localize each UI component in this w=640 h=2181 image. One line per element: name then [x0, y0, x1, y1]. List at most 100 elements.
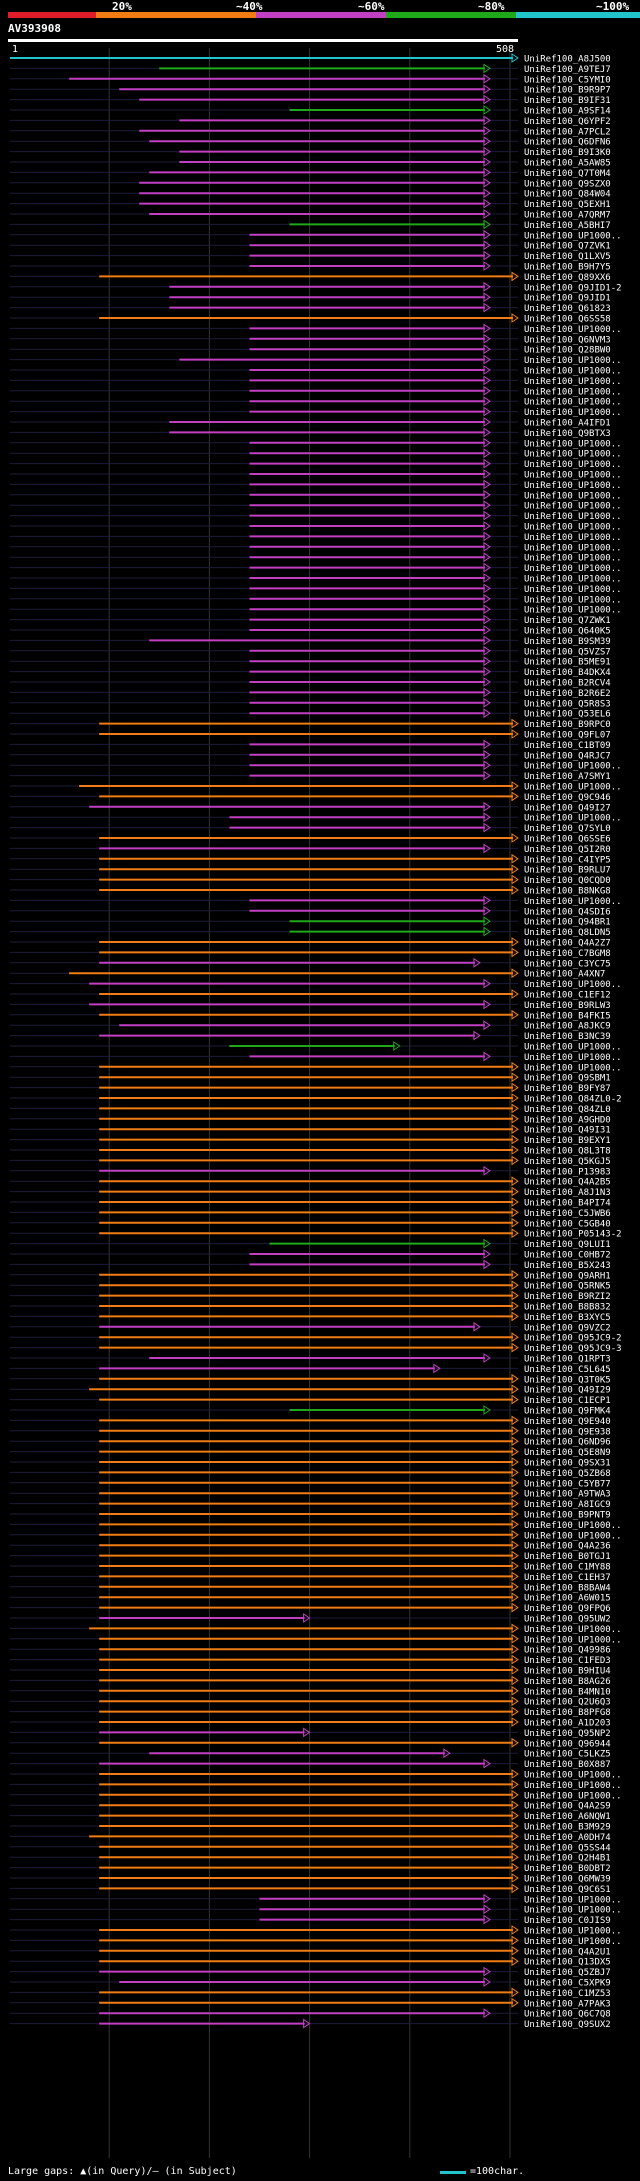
hit-row[interactable]: UniRef100_C1FED3 — [10, 1654, 611, 1667]
hit-label[interactable]: UniRef100_Q9SX31 — [524, 1459, 611, 1469]
hit-label[interactable]: UniRef100_UP1000.. — [524, 1895, 622, 1905]
hit-label[interactable]: UniRef100_B4PI74 — [524, 1199, 611, 1209]
hit-label[interactable]: UniRef100_UP1000.. — [524, 367, 622, 377]
hit-row[interactable]: UniRef100_B3NC39 — [10, 1030, 611, 1043]
hit-row[interactable]: UniRef100_Q9FPQ6 — [10, 1602, 611, 1615]
hit-label[interactable]: UniRef100_UP1000.. — [524, 325, 622, 335]
hit-label[interactable]: UniRef100_UP1000.. — [524, 554, 622, 564]
hit-row[interactable]: UniRef100_B2RCV4 — [10, 677, 611, 689]
hit-row[interactable]: UniRef100_A8J500 — [10, 53, 611, 65]
hit-label[interactable]: UniRef100_Q13DX5 — [524, 1958, 611, 1968]
hit-row[interactable]: UniRef100_UP1000.. — [10, 812, 622, 824]
hit-label[interactable]: UniRef100_Q5RNK5 — [524, 1282, 611, 1292]
hit-row[interactable]: UniRef100_Q4A2Z7 — [10, 937, 611, 949]
hit-label[interactable]: UniRef100_C1MY88 — [524, 1563, 611, 1573]
hit-label[interactable]: UniRef100_UP1000.. — [524, 356, 622, 366]
hit-row[interactable]: UniRef100_Q9SBM1 — [10, 1072, 611, 1084]
hit-label[interactable]: UniRef100_B2R6E2 — [524, 689, 611, 699]
hit-row[interactable]: UniRef100_B5X243 — [10, 1259, 611, 1271]
hit-row[interactable]: UniRef100_C7BGM8 — [10, 947, 611, 959]
hit-row[interactable]: UniRef100_UP1000.. — [10, 781, 622, 793]
hit-label[interactable]: UniRef100_C3YC75 — [524, 959, 611, 969]
hit-label[interactable]: UniRef100_Q9LUI1 — [524, 1240, 611, 1250]
hit-label[interactable]: UniRef100_C5JWB6 — [524, 1209, 611, 1219]
hit-row[interactable]: UniRef100_A1D203 — [10, 1717, 611, 1729]
hit-label[interactable]: UniRef100_Q5E8N9 — [524, 1448, 611, 1458]
hit-label[interactable]: UniRef100_Q8LDN5 — [524, 928, 611, 938]
hit-label[interactable]: UniRef100_UP1000.. — [524, 1781, 622, 1791]
hit-label[interactable]: UniRef100_UP1000.. — [524, 398, 622, 408]
hit-row[interactable]: UniRef100_UP1000.. — [10, 437, 622, 450]
hit-label[interactable]: UniRef100_A6W015 — [524, 1594, 611, 1604]
hit-label[interactable]: UniRef100_Q9FPQ6 — [524, 1604, 611, 1614]
hit-label[interactable]: UniRef100_UP1000.. — [524, 533, 622, 543]
hit-label[interactable]: UniRef100_Q1LXV5 — [524, 252, 611, 262]
hit-row[interactable]: UniRef100_B0X887 — [10, 1758, 611, 1771]
hit-row[interactable]: UniRef100_UP1000.. — [10, 1051, 622, 1063]
hit-row[interactable]: UniRef100_UP1000.. — [10, 385, 622, 398]
hit-label[interactable]: UniRef100_UP1000.. — [524, 564, 622, 574]
hit-row[interactable]: UniRef100_Q4A236 — [10, 1540, 611, 1552]
hit-row[interactable]: UniRef100_B9IF31 — [10, 94, 611, 107]
hit-row[interactable]: UniRef100_Q96944 — [10, 1737, 611, 1750]
hit-row[interactable]: UniRef100_B0TGJ1 — [10, 1550, 611, 1563]
hit-row[interactable]: UniRef100_UP1000.. — [10, 448, 622, 460]
hit-row[interactable]: UniRef100_Q4RJC7 — [10, 749, 611, 762]
hit-row[interactable]: UniRef100_Q94BR1 — [10, 916, 611, 928]
hit-row[interactable]: UniRef100_B4PI74 — [10, 1197, 611, 1209]
hit-label[interactable]: UniRef100_Q53EL6 — [524, 710, 611, 720]
hit-row[interactable]: UniRef100_Q49I31 — [10, 1124, 611, 1136]
hit-row[interactable]: UniRef100_UP1000.. — [10, 1623, 622, 1635]
hit-row[interactable]: UniRef100_A6W015 — [10, 1592, 611, 1604]
hit-label[interactable]: UniRef100_UP1000.. — [524, 814, 622, 824]
hit-label[interactable]: UniRef100_C5LKZ5 — [524, 1750, 611, 1760]
hit-row[interactable]: UniRef100_B9RZI2 — [10, 1290, 611, 1303]
hit-row[interactable]: UniRef100_Q8LDN5 — [10, 926, 611, 939]
hit-label[interactable]: UniRef100_Q4A2B5 — [524, 1178, 611, 1188]
hit-label[interactable]: UniRef100_UP1000.. — [524, 595, 622, 605]
hit-label[interactable]: UniRef100_UP1000.. — [524, 450, 622, 460]
hit-label[interactable]: UniRef100_B8AG26 — [524, 1677, 611, 1687]
hit-row[interactable]: UniRef100_Q6YPF2 — [10, 115, 611, 127]
hit-row[interactable]: UniRef100_B8BAW4 — [10, 1581, 611, 1594]
hit-row[interactable]: UniRef100_B5ME91 — [10, 656, 611, 668]
hit-label[interactable]: UniRef100_Q9SBM1 — [524, 1074, 611, 1084]
hit-row[interactable]: UniRef100_Q5SS44 — [10, 1841, 611, 1854]
hit-row[interactable]: UniRef100_Q84W04 — [10, 188, 611, 200]
hit-label[interactable]: UniRef100_Q9ARH1 — [524, 1271, 611, 1281]
hit-label[interactable]: UniRef100_Q28BW0 — [524, 346, 611, 356]
hit-label[interactable]: UniRef100_UP1000.. — [524, 502, 622, 512]
hit-row[interactable]: UniRef100_Q7T0M4 — [10, 167, 611, 179]
hit-row[interactable]: UniRef100_UP1000.. — [10, 1893, 622, 1906]
hit-row[interactable]: UniRef100_Q7ZWK1 — [10, 614, 611, 627]
hit-row[interactable]: UniRef100_UP1000.. — [10, 365, 622, 377]
hit-row[interactable]: UniRef100_Q61823 — [10, 302, 611, 315]
hit-label[interactable]: UniRef100_UP1000.. — [524, 762, 622, 772]
hit-label[interactable]: UniRef100_Q9JID1 — [524, 294, 611, 304]
hit-row[interactable]: UniRef100_C5LKZ5 — [10, 1748, 611, 1760]
hit-row[interactable]: UniRef100_A7PCL2 — [10, 125, 611, 138]
hit-label[interactable]: UniRef100_Q4A2U1 — [524, 1947, 611, 1957]
hit-row[interactable]: UniRef100_UP1000.. — [10, 479, 622, 491]
hit-label[interactable]: UniRef100_Q6ND96 — [524, 1438, 611, 1448]
hit-label[interactable]: UniRef100_Q95NP2 — [524, 1729, 611, 1739]
hit-row[interactable]: UniRef100_Q5EXH1 — [10, 198, 611, 211]
hit-label[interactable]: UniRef100_C5GB40 — [524, 1219, 611, 1229]
hit-row[interactable]: UniRef100_A9SF14 — [10, 105, 611, 117]
hit-row[interactable]: UniRef100_B9RLW3 — [10, 999, 611, 1011]
hit-label[interactable]: UniRef100_Q6SS58 — [524, 315, 611, 325]
hit-label[interactable]: UniRef100_Q2U6Q3 — [524, 1698, 611, 1708]
hit-row[interactable]: UniRef100_Q7ZVK1 — [10, 240, 611, 252]
hit-row[interactable]: UniRef100_Q9E938 — [10, 1425, 611, 1438]
hit-label[interactable]: UniRef100_Q9C6S1 — [524, 1885, 611, 1895]
hit-label[interactable]: UniRef100_Q89XX6 — [524, 273, 611, 283]
hit-row[interactable]: UniRef100_Q7SYL0 — [10, 822, 611, 835]
hit-row[interactable]: UniRef100_P13983 — [10, 1165, 611, 1178]
hit-row[interactable]: UniRef100_UP1000.. — [10, 1519, 622, 1531]
hit-label[interactable]: UniRef100_UP1000.. — [524, 1053, 622, 1063]
hit-label[interactable]: UniRef100_P05143-2 — [524, 1230, 622, 1240]
hit-label[interactable]: UniRef100_UP1000.. — [524, 1771, 622, 1781]
hit-label[interactable]: UniRef100_A8JKC9 — [524, 1022, 611, 1032]
hit-label[interactable]: UniRef100_B4MN10 — [524, 1687, 611, 1697]
hit-row[interactable]: UniRef100_C1EF12 — [10, 989, 611, 1001]
